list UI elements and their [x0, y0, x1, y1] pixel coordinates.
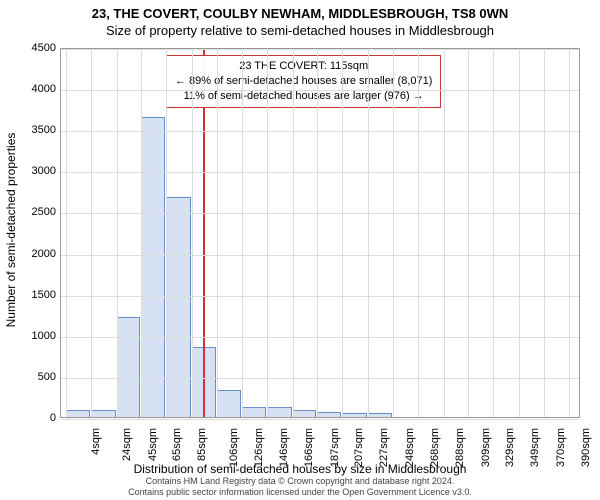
x-tick-label: 309sqm: [480, 428, 492, 467]
gridline-v: [91, 49, 92, 417]
x-tick-label: 187sqm: [329, 428, 341, 467]
histogram-bar: [242, 407, 266, 417]
y-tick-label: 3500: [6, 124, 56, 136]
gridline-v: [317, 49, 318, 417]
gridline-h: [61, 378, 579, 379]
x-tick-label: 45sqm: [147, 428, 159, 461]
histogram-bar: [267, 407, 292, 417]
x-tick-label: 227sqm: [378, 428, 390, 467]
y-tick-label: 0: [6, 412, 56, 424]
y-tick-label: 1000: [6, 330, 56, 342]
gridline-v: [192, 49, 193, 417]
histogram-bar: [342, 413, 367, 417]
gridline-v: [519, 49, 520, 417]
gridline-h: [61, 49, 579, 50]
gridline-v: [569, 49, 570, 417]
gridline-v: [368, 49, 369, 417]
gridline-v: [242, 49, 243, 417]
x-tick-label: 146sqm: [278, 428, 290, 467]
gridline-h: [61, 131, 579, 132]
y-tick-label: 2000: [6, 248, 56, 260]
histogram-bar: [117, 317, 141, 417]
x-tick-label: 85sqm: [196, 428, 208, 461]
x-tick-label: 329sqm: [504, 428, 516, 467]
histogram-bar: [293, 410, 317, 417]
gridline-h: [61, 337, 579, 338]
x-tick-label: 268sqm: [429, 428, 441, 467]
x-tick-label: 288sqm: [454, 428, 466, 467]
y-tick-label: 4500: [6, 42, 56, 54]
histogram-bar: [91, 410, 116, 417]
x-tick-label: 65sqm: [172, 428, 184, 461]
gridline-v: [468, 49, 469, 417]
gridline-v: [393, 49, 394, 417]
gridline-v: [141, 49, 142, 417]
gridline-v: [493, 49, 494, 417]
gridline-h: [61, 296, 579, 297]
histogram-bar: [217, 390, 241, 417]
gridline-h: [61, 90, 579, 91]
histogram-bar: [141, 117, 165, 417]
x-tick-label: 248sqm: [404, 428, 416, 467]
gridline-h: [61, 255, 579, 256]
histogram-bar: [368, 413, 392, 417]
gridline-v: [166, 49, 167, 417]
histogram-bar: [66, 410, 90, 417]
histogram-bar: [317, 412, 341, 417]
y-tick-label: 3000: [6, 165, 56, 177]
gridline-v: [544, 49, 545, 417]
gridline-v: [444, 49, 445, 417]
x-tick-label: 207sqm: [353, 428, 365, 467]
gridline-v: [267, 49, 268, 417]
title-block: 23, THE COVERT, COULBY NEWHAM, MIDDLESBR…: [0, 0, 600, 38]
gridline-h: [61, 419, 579, 420]
x-tick-label: 4sqm: [90, 428, 102, 455]
chart-title-line1: 23, THE COVERT, COULBY NEWHAM, MIDDLESBR…: [0, 6, 600, 21]
x-tick-label: 370sqm: [555, 428, 567, 467]
chart-title-line2: Size of property relative to semi-detach…: [0, 23, 600, 38]
footer-line1: Contains HM Land Registry data © Crown c…: [0, 476, 600, 487]
chart-container: 23, THE COVERT, COULBY NEWHAM, MIDDLESBR…: [0, 0, 600, 500]
x-tick-label: 390sqm: [580, 428, 592, 467]
y-tick-label: 2500: [6, 206, 56, 218]
gridline-h: [61, 213, 579, 214]
x-tick-label: 24sqm: [121, 428, 133, 461]
y-tick-label: 4000: [6, 83, 56, 95]
x-tick-label: 106sqm: [228, 428, 240, 467]
x-tick-label: 166sqm: [303, 428, 315, 467]
x-tick-label: 126sqm: [253, 428, 265, 467]
footer-line2: Contains public sector information licen…: [0, 487, 600, 498]
gridline-v: [293, 49, 294, 417]
y-tick-label: 1500: [6, 289, 56, 301]
gridline-v: [117, 49, 118, 417]
histogram-bar: [166, 197, 191, 417]
y-tick-label: 500: [6, 371, 56, 383]
gridline-v: [66, 49, 67, 417]
plot-area: 23 THE COVERT: 115sqm ← 89% of semi-deta…: [60, 48, 580, 418]
x-tick-label: 349sqm: [529, 428, 541, 467]
annotation-box: 23 THE COVERT: 115sqm ← 89% of semi-deta…: [166, 55, 441, 108]
footer: Contains HM Land Registry data © Crown c…: [0, 476, 600, 499]
gridline-v: [342, 49, 343, 417]
gridline-h: [61, 172, 579, 173]
gridline-v: [217, 49, 218, 417]
gridline-v: [418, 49, 419, 417]
